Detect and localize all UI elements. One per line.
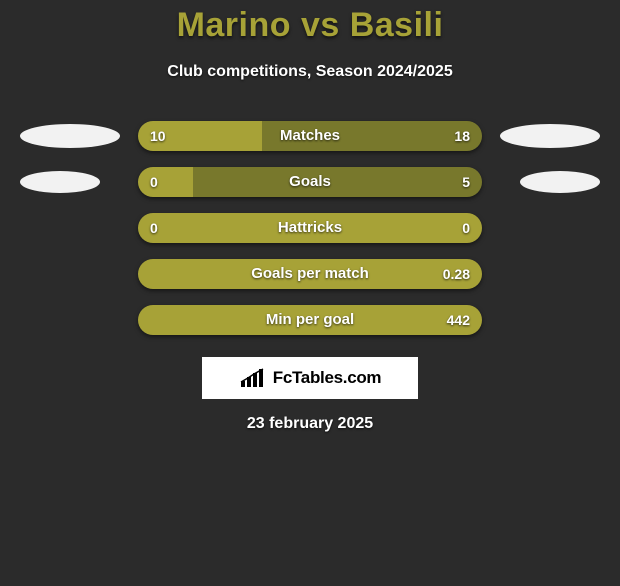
team-left-badge-small: [20, 171, 100, 193]
row-min-per-goal: 442 Min per goal: [0, 297, 620, 343]
value-right: 18: [454, 121, 470, 151]
value-right: 0.28: [443, 259, 470, 289]
bar-left-segment: [138, 305, 482, 335]
team-left-badge: [20, 124, 120, 148]
bar-left-segment: [138, 259, 482, 289]
team-right-badge: [500, 124, 600, 148]
bar-left-segment: [138, 167, 193, 197]
value-right: 5: [462, 167, 470, 197]
page-title: Marino vs Basili: [0, 6, 620, 45]
bar-goals: 0 5 Goals: [138, 167, 482, 197]
row-goals-per-match: 0.28 Goals per match: [0, 251, 620, 297]
chart-bars-icon: [239, 367, 267, 389]
bar-left-segment: [138, 213, 482, 243]
row-goals: 0 5 Goals: [0, 159, 620, 205]
value-left: 10: [150, 121, 166, 151]
bar-goals-per-match: 0.28 Goals per match: [138, 259, 482, 289]
value-right: 442: [447, 305, 470, 335]
value-right: 0: [462, 213, 470, 243]
branding-text: FcTables.com: [273, 368, 382, 388]
value-left: 0: [150, 213, 158, 243]
comparison-rows: 10 18 Matches 0 5 Goals 0 0 Hattricks: [0, 113, 620, 343]
team-right-badge-small: [520, 171, 600, 193]
row-hattricks: 0 0 Hattricks: [0, 205, 620, 251]
bar-min-per-goal: 442 Min per goal: [138, 305, 482, 335]
bar-right-segment: [262, 121, 482, 151]
bar-right-segment: [193, 167, 482, 197]
bar-matches: 10 18 Matches: [138, 121, 482, 151]
bar-hattricks: 0 0 Hattricks: [138, 213, 482, 243]
row-matches: 10 18 Matches: [0, 113, 620, 159]
date-line: 23 february 2025: [0, 415, 620, 433]
branding-badge: FcTables.com: [202, 357, 418, 399]
subtitle: Club competitions, Season 2024/2025: [0, 63, 620, 81]
value-left: 0: [150, 167, 158, 197]
